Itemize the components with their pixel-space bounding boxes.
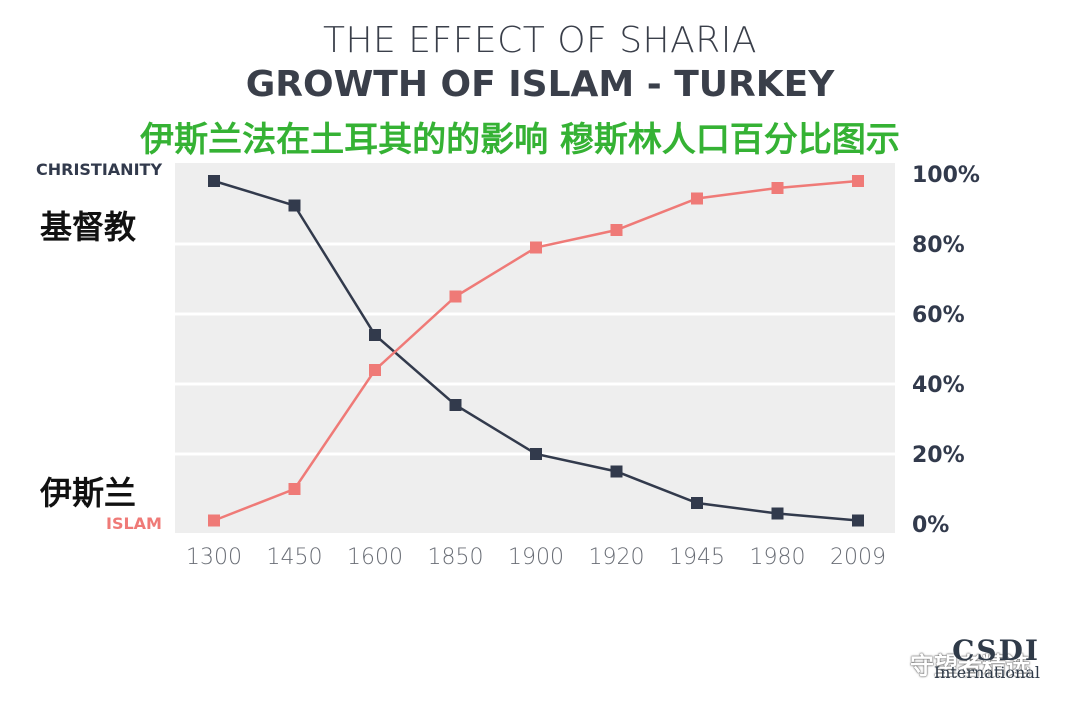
data-point bbox=[288, 483, 301, 495]
csdi-logo: CSDI International bbox=[934, 634, 1040, 682]
x-axis-ticks: 1300 1450 1600 1850 1900 1920 1945 1980 2009 bbox=[186, 545, 886, 570]
islam-label-en: ISLAM bbox=[106, 514, 162, 533]
data-point bbox=[449, 399, 462, 411]
data-point bbox=[288, 199, 301, 212]
plot-background bbox=[175, 163, 895, 533]
x-tick-label: 1300 bbox=[186, 545, 242, 570]
x-tick-label: 1945 bbox=[669, 545, 725, 570]
data-point bbox=[691, 192, 703, 205]
data-point bbox=[530, 241, 542, 254]
data-point bbox=[691, 497, 703, 509]
series-islam bbox=[208, 175, 864, 527]
csdi-logo-text: CSDI bbox=[952, 634, 1040, 667]
data-point bbox=[369, 364, 381, 376]
wechat-icon bbox=[868, 651, 903, 676]
data-point bbox=[369, 329, 381, 341]
x-tick-label: 1450 bbox=[267, 545, 323, 570]
data-point bbox=[610, 224, 623, 236]
series-group bbox=[208, 175, 864, 527]
christianity-label-cn: 基督教 bbox=[40, 208, 137, 246]
csdi-logo-sub: International bbox=[933, 663, 1040, 682]
x-tick-label: 2009 bbox=[830, 545, 886, 570]
islam-label-cn: 伊斯兰 bbox=[40, 474, 137, 512]
y-tick-label: 0% bbox=[912, 513, 949, 538]
data-point bbox=[530, 448, 542, 460]
christianity-label-en: CHRISTIANITY bbox=[36, 160, 163, 179]
x-tick-label: 1600 bbox=[347, 545, 403, 570]
data-point bbox=[852, 514, 864, 527]
y-tick-label: 80% bbox=[912, 233, 965, 258]
y-tick-label: 40% bbox=[912, 373, 965, 398]
watermark: 守望者精选 bbox=[868, 646, 1030, 681]
data-point bbox=[852, 175, 864, 187]
y-tick-label: 20% bbox=[912, 443, 965, 468]
x-tick-label: 1980 bbox=[750, 545, 806, 570]
data-point bbox=[771, 182, 784, 194]
x-tick-label: 1920 bbox=[589, 545, 645, 570]
x-tick-label: 1850 bbox=[428, 545, 484, 570]
x-tick-label: 1900 bbox=[508, 545, 564, 570]
data-point bbox=[208, 514, 220, 527]
y-axis-ticks: 0% 20% 40% 60% 80% 100% bbox=[912, 163, 980, 538]
data-point bbox=[208, 175, 220, 187]
watermark-text: 守望者精选 bbox=[910, 652, 1030, 680]
data-point bbox=[449, 290, 462, 303]
series-christianity bbox=[208, 175, 864, 527]
data-point bbox=[771, 507, 784, 520]
chart-title-line1: THE EFFECT OF SHARIA bbox=[322, 20, 758, 61]
data-point bbox=[610, 465, 623, 478]
chart-title-line2: GROWTH OF ISLAM - TURKEY bbox=[245, 64, 835, 105]
chart-subtitle-cn: 伊斯兰法在土耳其的的影响 穆斯林人口百分比图示 bbox=[140, 120, 900, 160]
y-tick-label: 60% bbox=[912, 303, 965, 328]
y-tick-label: 100% bbox=[912, 163, 980, 188]
